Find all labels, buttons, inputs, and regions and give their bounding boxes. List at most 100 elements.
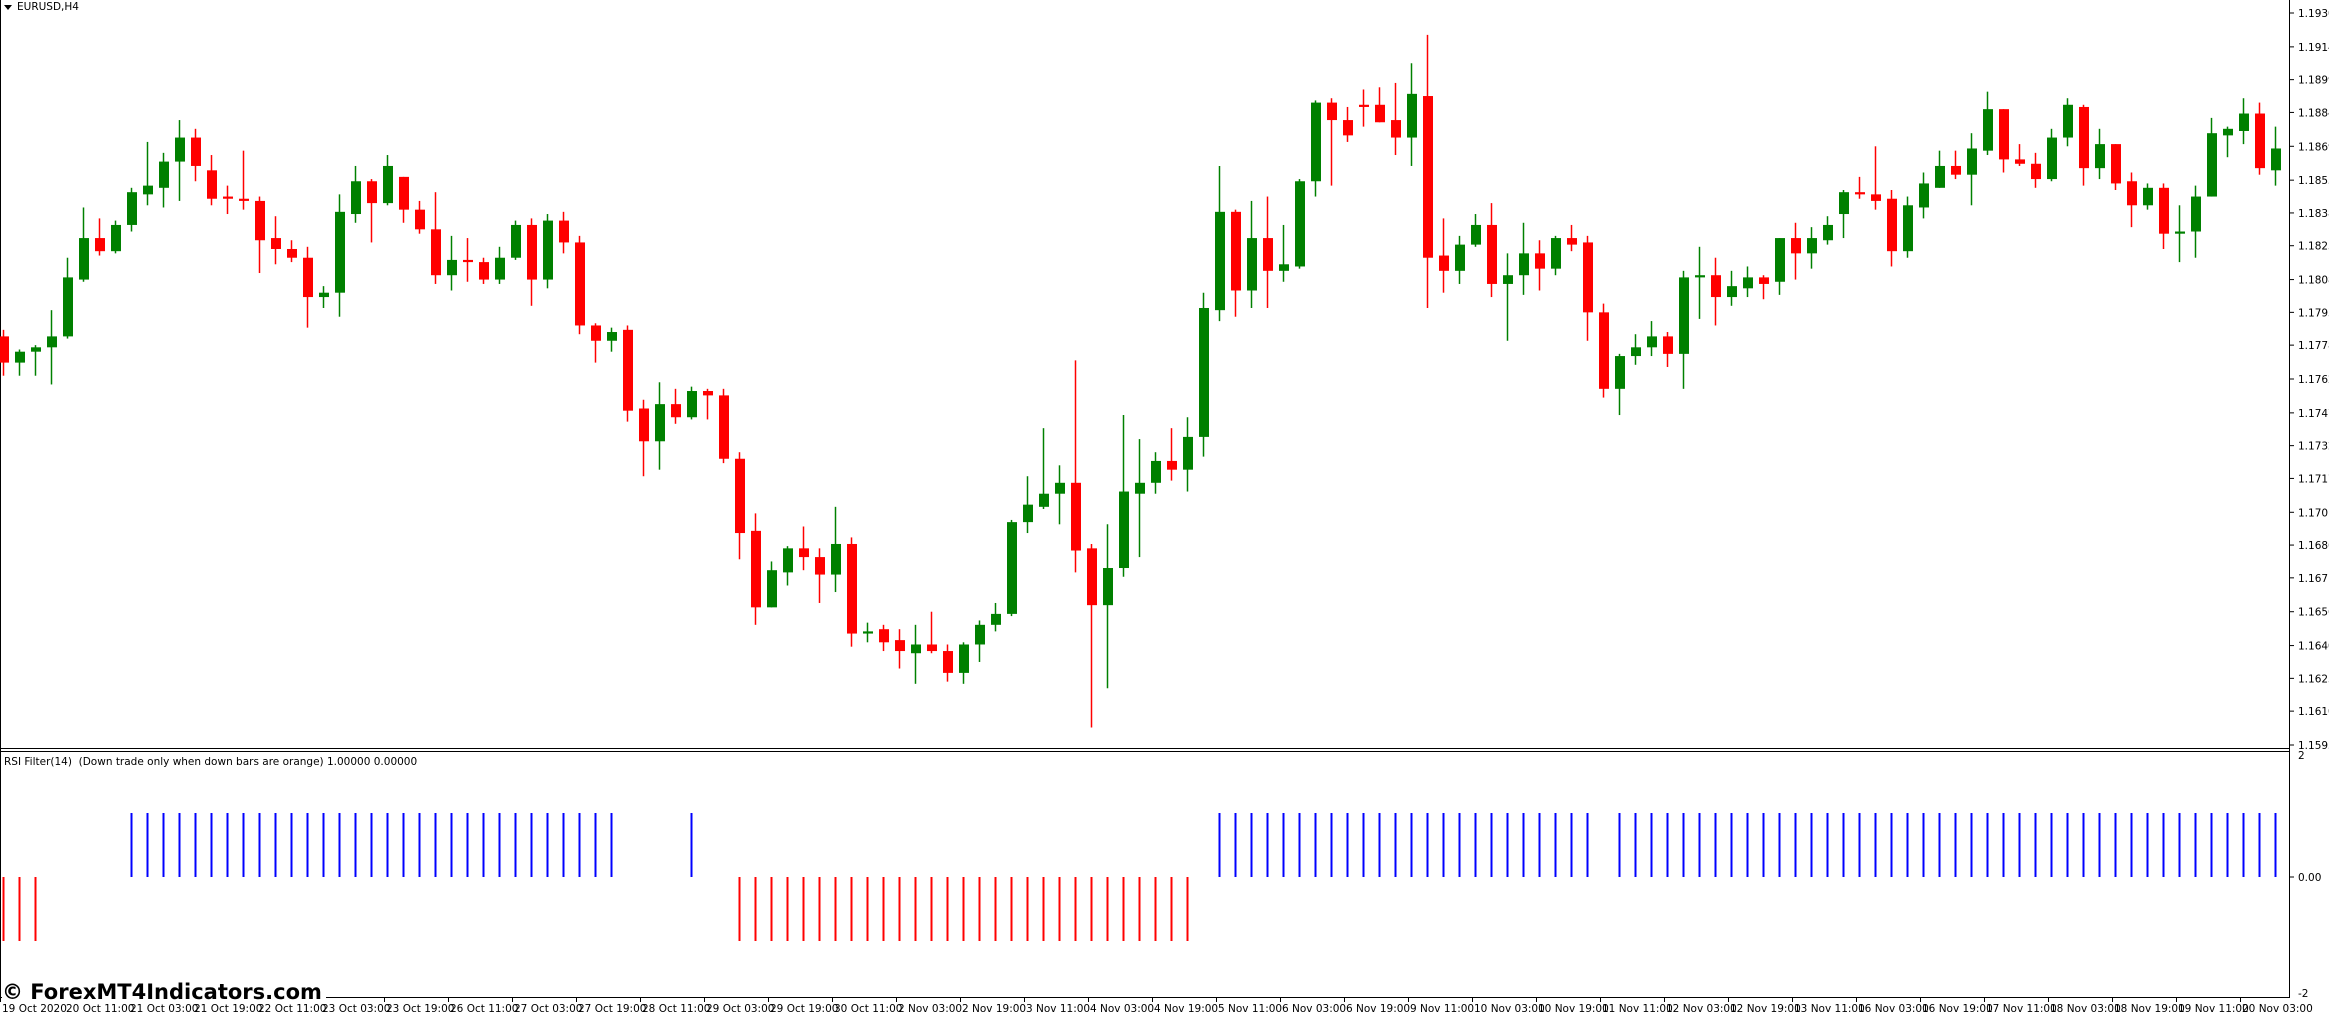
price-tick-label: 1.16560 [2298,607,2329,619]
candle-body [2175,231,2185,234]
candle-body [2095,144,2105,169]
time-tick-label: 12 Nov 19:00 [1730,1003,1801,1015]
candle [607,327,617,352]
candle [2143,183,2153,210]
candle-body [1839,192,1849,215]
candle-body [431,229,441,276]
candle [303,246,313,328]
candle-body [959,644,969,673]
time-tick-label: 9 Nov 11:00 [1410,1003,1474,1015]
candlestick-series [0,34,2281,728]
candle-body [1759,277,1769,284]
candle-body [399,176,409,210]
candle-body [287,248,297,258]
candle [719,388,729,464]
candle [943,644,953,682]
candle-body [239,198,249,201]
candle [1103,524,1113,689]
candle-body [815,557,825,575]
candle [335,194,345,317]
candle [2271,126,2281,186]
candle [1663,332,1673,367]
candle-body [1711,275,1721,298]
candle-body [2111,144,2121,184]
candle-body [0,336,9,363]
time-tick-label: 4 Nov 19:00 [1154,1003,1218,1015]
candle [991,602,1001,632]
candle [687,386,697,420]
candle-body [143,185,153,195]
candle-body [1679,277,1689,354]
candle-body [879,629,889,643]
candle [1711,257,1721,326]
candle-body [1503,275,1513,284]
candle [1167,428,1177,481]
candle-body [2239,113,2249,131]
price-tick-label: 1.17625 [2298,374,2329,386]
candle-body [1231,211,1241,291]
candle-body [2271,148,2281,171]
dropdown-triangle-icon[interactable] [4,4,12,10]
time-tick-label: 4 Nov 03:00 [1090,1003,1154,1015]
candle [271,216,281,265]
candle [1407,63,1417,166]
time-tick-label: 16 Nov 03:00 [1858,1003,1929,1015]
price-tick-label: 1.18235 [2298,241,2329,253]
candle [0,329,9,376]
candle [1343,106,1353,142]
candle-body [495,257,505,280]
candle-body [1727,286,1737,298]
price-tick-label: 1.16715 [2298,573,2329,585]
candle [847,537,857,647]
time-tick-label: 10 Nov 03:00 [1474,1003,1545,1015]
price-tick-label: 1.16105 [2298,706,2329,718]
candle [927,611,937,654]
candle [1119,415,1129,577]
candle-body [2207,133,2217,197]
candle [1023,476,1033,534]
candle-body [1151,460,1161,483]
time-tick-label: 29 Oct 03:00 [706,1003,774,1015]
candle [2207,117,2217,197]
candle-body [1119,491,1129,569]
candle [63,257,73,339]
time-tick-label: 10 Nov 19:00 [1538,1003,1609,1015]
candle [111,220,121,254]
candle [95,218,105,256]
indicator-scale-label: 0.00 [2298,872,2321,884]
candle [175,120,185,201]
candle [1807,227,1817,269]
candle-body [1199,307,1209,437]
indicator-scale-label: -2 [2298,988,2308,1000]
candle-body [2255,113,2265,169]
candle-body [1359,104,1369,107]
candle-body [991,613,1001,625]
candle [1791,222,1801,280]
candle-body [1039,493,1049,507]
time-tick-label: 19 Oct 2020 [2,1003,67,1015]
candle [767,561,777,608]
time-tick-label: 27 Oct 03:00 [514,1003,582,1015]
time-tick-label: 20 Nov 03:00 [2242,1003,2313,1015]
candle [671,388,681,424]
candle [1983,91,1993,156]
candle [1727,270,1737,306]
candle [1759,275,1769,300]
candle [655,382,665,470]
time-tick-label: 6 Nov 19:00 [1346,1003,1410,1015]
candle [559,211,569,254]
candle-body [1919,183,1929,208]
time-tick-label: 5 Nov 11:00 [1218,1003,1282,1015]
candle [799,526,809,571]
candle [1823,216,1833,245]
candle-body [1583,242,1593,313]
time-tick-label: 2 Nov 03:00 [898,1003,962,1015]
candle [1263,196,1273,308]
chart-title[interactable]: EURUSD,H4 [4,1,79,13]
candle-body [1055,482,1065,494]
price-tick-label: 1.19300 [2298,8,2329,20]
candle [2239,98,2249,145]
candle [879,624,889,652]
candle [1199,292,1209,457]
